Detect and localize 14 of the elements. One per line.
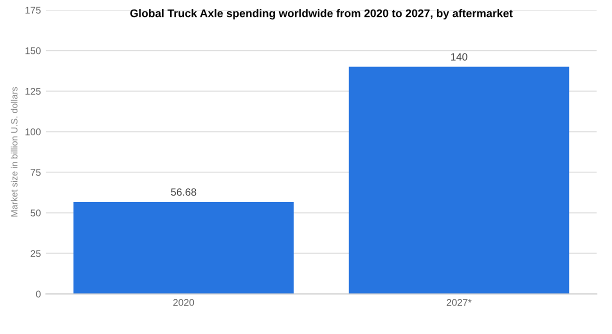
chart-title: Global Truck Axle spending worldwide from 2020 to 2027, by aftermarket xyxy=(130,9,513,20)
data-label: 140 xyxy=(451,53,468,61)
x-tick-label: 2020 xyxy=(173,299,194,306)
y-tick-label: 100 xyxy=(26,128,41,136)
y-tick-label: 125 xyxy=(26,88,41,95)
y-tick-label: 25 xyxy=(30,250,41,257)
data-label: 56.68 xyxy=(170,188,196,196)
y-tick-label: 0 xyxy=(36,290,41,298)
y-tick-label: 150 xyxy=(26,47,41,54)
x-tick-label: 2027* xyxy=(446,299,472,306)
y-tick-label: 175 xyxy=(26,6,41,14)
y-axis-title: Market size in billion U.S. dollars xyxy=(10,87,18,216)
y-tick-label: 50 xyxy=(30,210,41,216)
y-tick-label: 75 xyxy=(30,169,41,176)
